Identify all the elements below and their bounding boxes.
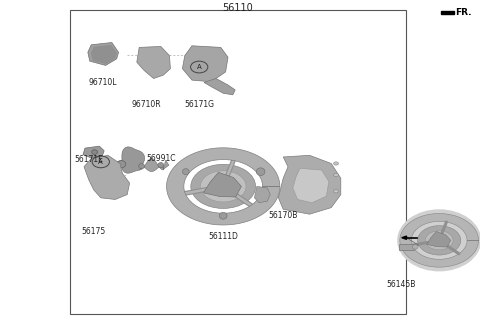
- Polygon shape: [402, 236, 407, 239]
- Text: 56170B: 56170B: [268, 211, 298, 220]
- Ellipse shape: [334, 190, 338, 193]
- Polygon shape: [204, 172, 241, 197]
- Text: A: A: [98, 159, 103, 165]
- Polygon shape: [204, 78, 235, 95]
- Polygon shape: [88, 43, 119, 65]
- Ellipse shape: [256, 168, 265, 176]
- Bar: [70, 10, 406, 314]
- Ellipse shape: [92, 150, 97, 154]
- Ellipse shape: [219, 213, 227, 219]
- Polygon shape: [278, 155, 341, 214]
- Ellipse shape: [182, 169, 189, 175]
- Polygon shape: [84, 155, 130, 199]
- Ellipse shape: [334, 173, 338, 177]
- Text: 56175: 56175: [82, 227, 106, 236]
- Ellipse shape: [418, 226, 461, 255]
- Polygon shape: [427, 232, 451, 247]
- Polygon shape: [137, 46, 170, 78]
- Text: 56110: 56110: [222, 3, 253, 13]
- Polygon shape: [400, 214, 479, 267]
- Ellipse shape: [158, 163, 164, 168]
- Ellipse shape: [412, 245, 418, 249]
- Polygon shape: [167, 148, 280, 225]
- Text: 96710L: 96710L: [89, 78, 118, 88]
- Ellipse shape: [334, 162, 338, 165]
- Text: A: A: [197, 64, 202, 70]
- Text: 96710R: 96710R: [132, 100, 161, 109]
- Bar: [399, 244, 414, 250]
- Ellipse shape: [425, 231, 453, 250]
- Polygon shape: [441, 11, 454, 14]
- Polygon shape: [121, 147, 144, 173]
- Ellipse shape: [139, 164, 144, 169]
- Text: FR.: FR.: [455, 8, 471, 17]
- Polygon shape: [254, 186, 270, 203]
- Polygon shape: [91, 45, 117, 64]
- Text: 56111D: 56111D: [208, 232, 238, 241]
- Ellipse shape: [117, 161, 126, 168]
- Ellipse shape: [201, 171, 246, 202]
- Text: 56991C: 56991C: [146, 154, 176, 163]
- Polygon shape: [115, 158, 169, 172]
- Text: 56145B: 56145B: [386, 280, 416, 289]
- Polygon shape: [182, 46, 228, 82]
- Text: 56171E: 56171E: [74, 155, 103, 164]
- Ellipse shape: [397, 209, 480, 271]
- Ellipse shape: [191, 164, 256, 209]
- Text: 56171G: 56171G: [184, 100, 214, 109]
- Polygon shape: [83, 146, 104, 158]
- Polygon shape: [293, 168, 329, 203]
